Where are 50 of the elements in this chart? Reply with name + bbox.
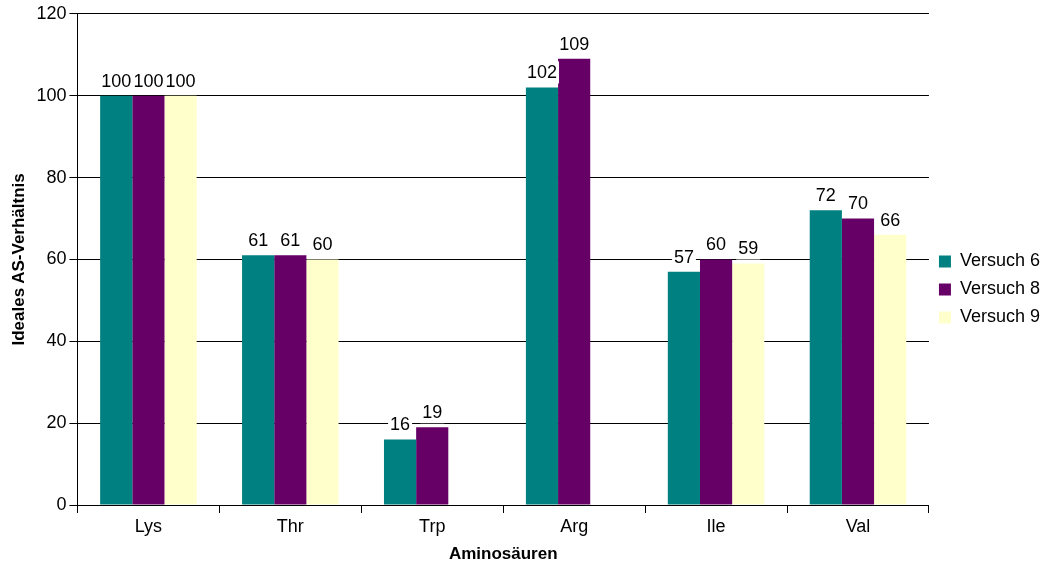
bar [809, 210, 842, 505]
data-label: 109 [559, 33, 590, 54]
y-tick-label: 100 [36, 84, 67, 105]
y-tick-label: 80 [46, 166, 67, 187]
data-label: 70 [847, 193, 869, 214]
y-axis-title: Ideales AS-Verhältnis [8, 173, 28, 346]
y-tick-label: 40 [46, 330, 67, 351]
bar [132, 95, 165, 505]
data-label: 61 [280, 230, 301, 251]
data-label: 66 [880, 209, 901, 230]
data-label: 61 [248, 230, 269, 251]
data-label: 100 [133, 70, 164, 91]
x-tick-label: Lys [134, 515, 163, 536]
data-label: 16 [390, 414, 411, 435]
bar [732, 263, 765, 505]
y-tick-label: 120 [36, 2, 67, 23]
y-tick-label: 60 [46, 248, 67, 269]
y-tick-label: 20 [46, 412, 67, 433]
bar [416, 427, 449, 505]
y-tick-label: 0 [56, 493, 67, 514]
legend-label: Versuch 9 [959, 306, 1041, 327]
x-axis-title: Aminosäuren [448, 544, 558, 564]
bar [164, 95, 197, 505]
x-tick-label: Trp [419, 515, 446, 536]
x-tick-label: Val [845, 515, 871, 536]
bar [274, 255, 307, 505]
data-label: 19 [422, 402, 443, 423]
data-label: 102 [526, 62, 558, 83]
bar [525, 87, 559, 505]
x-tick-label: Ile [706, 515, 726, 536]
x-tick-label: Arg [560, 515, 589, 536]
data-label: 60 [706, 234, 727, 255]
data-label: 72 [815, 185, 836, 206]
data-label: 59 [738, 238, 759, 259]
bar [841, 218, 875, 505]
bar [383, 439, 417, 505]
bar [699, 259, 733, 505]
data-label: 57 [673, 246, 694, 267]
legend-label: Versuch 8 [959, 278, 1041, 299]
bar [667, 271, 700, 505]
bar [558, 58, 591, 505]
data-label: 100 [165, 70, 196, 91]
bar [242, 255, 275, 505]
bar [100, 95, 133, 505]
x-tick-label: Thr [276, 515, 304, 536]
data-label: 60 [312, 234, 333, 255]
bar [874, 234, 907, 505]
data-label: 100 [101, 70, 132, 91]
legend-label: Versuch 6 [959, 250, 1041, 271]
bar [306, 259, 339, 505]
